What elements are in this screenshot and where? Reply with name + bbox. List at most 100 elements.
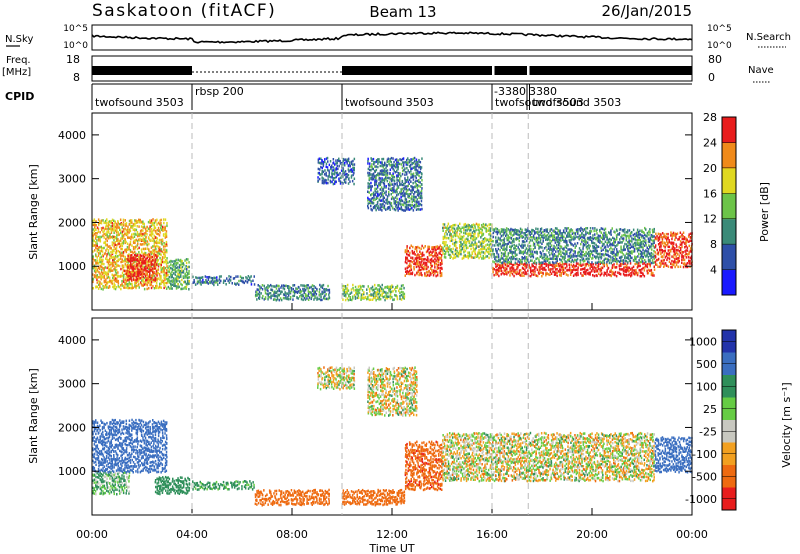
scatter-cell [526, 237, 529, 240]
scatter-cell [329, 160, 332, 163]
scatter-cell [330, 166, 332, 169]
scatter-cell [144, 247, 147, 250]
scatter-cell [574, 251, 576, 255]
scatter-cell [407, 180, 409, 184]
scatter-cell [570, 254, 572, 257]
scatter-cell [437, 260, 440, 264]
scatter-cell [413, 206, 416, 209]
scatter-cell [456, 247, 458, 250]
scatter-cell [114, 257, 116, 260]
scatter-cell [134, 256, 136, 260]
scatter-cell [575, 244, 577, 248]
scatter-cell [637, 255, 639, 258]
scatter-cell [104, 219, 107, 223]
scatter-cell [587, 250, 590, 254]
scatter-cell [144, 227, 147, 231]
scatter-cell [538, 269, 540, 272]
scatter-cell [177, 275, 179, 278]
scatter-cell [121, 237, 124, 240]
scatter-cell [463, 226, 465, 229]
scatter-cell [498, 266, 500, 270]
scatter-cell [110, 279, 112, 283]
scatter-cell [646, 265, 649, 269]
scatter-cell [292, 298, 294, 301]
scatter-cell [193, 278, 195, 282]
scatter-cell [121, 247, 123, 251]
scatter-cell [321, 284, 323, 287]
scatter-cell [372, 202, 375, 205]
scatter-cell [502, 239, 504, 242]
scatter-cell [164, 285, 167, 288]
scatter-cell [163, 283, 165, 286]
scatter-cell [433, 246, 436, 249]
scatter-cell [537, 227, 539, 231]
scatter-cell [522, 244, 525, 247]
scatter-cell [488, 252, 490, 255]
scatter-cell [350, 288, 353, 291]
scatter-cell [503, 232, 505, 236]
scatter-cell [371, 158, 373, 161]
scatter-cell [657, 232, 660, 236]
scatter-cell [468, 253, 471, 256]
scatter-cell [124, 263, 127, 266]
scatter-cell [109, 270, 111, 273]
scatter-cell [389, 208, 391, 211]
scatter-cell [272, 298, 275, 301]
scatter-cell [649, 236, 651, 240]
scatter-cell [127, 236, 129, 239]
scatter-cell [385, 295, 388, 298]
scatter-cell [392, 174, 394, 177]
scatter-cell [503, 266, 505, 270]
scatter-cell [527, 229, 529, 233]
scatter-cell [368, 165, 371, 168]
scatter-cell [500, 269, 503, 273]
scatter-cell [519, 227, 522, 231]
scatter-cell [185, 261, 188, 265]
scatter-cell [478, 245, 480, 248]
scatter-cell [363, 291, 365, 294]
scatter-cell [508, 260, 511, 264]
scatter-cell [431, 247, 433, 251]
scatter-cell [263, 284, 265, 288]
scatter-cell [404, 199, 407, 202]
scatter-cell [166, 265, 168, 268]
scatter-cell [124, 239, 126, 242]
scatter-cell [375, 298, 377, 302]
scatter-cell [158, 229, 161, 232]
scatter-cell [143, 222, 145, 226]
scatter-cell [456, 252, 458, 255]
scatter-cell [496, 251, 498, 255]
scatter-cell [438, 251, 440, 255]
scatter-cell [99, 245, 101, 249]
scatter-cell [647, 252, 650, 255]
scatter-cell [653, 261, 656, 264]
scatter-cell [517, 263, 519, 267]
scatter-cell [96, 256, 98, 259]
scatter-cell [358, 291, 360, 295]
scatter-cell [146, 269, 148, 273]
scatter-cell [604, 248, 607, 251]
scatter-cell [413, 156, 416, 160]
scatter-cell [574, 232, 577, 235]
scatter-cell [343, 290, 346, 294]
scatter-cell [145, 279, 147, 282]
scatter-cell [143, 225, 145, 228]
scatter-cell [502, 234, 504, 237]
scatter-cell [412, 186, 415, 189]
scatter-cell [376, 159, 379, 163]
scatter-cell [556, 271, 558, 274]
scatter-cell [111, 263, 114, 266]
scatter-cell [653, 239, 655, 242]
scatter-cell [543, 262, 546, 266]
scatter-cell [431, 259, 433, 263]
scatter-cell [555, 232, 557, 235]
scatter-cell [564, 231, 566, 235]
scatter-cell [352, 287, 354, 290]
scatter-cell [102, 247, 104, 250]
scatter-cell [113, 245, 115, 248]
scatter-cell [582, 245, 584, 248]
scatter-cell [650, 245, 652, 248]
scatter-cell [649, 238, 651, 241]
scatter-cell [267, 298, 269, 301]
scatter-cell [92, 261, 94, 264]
